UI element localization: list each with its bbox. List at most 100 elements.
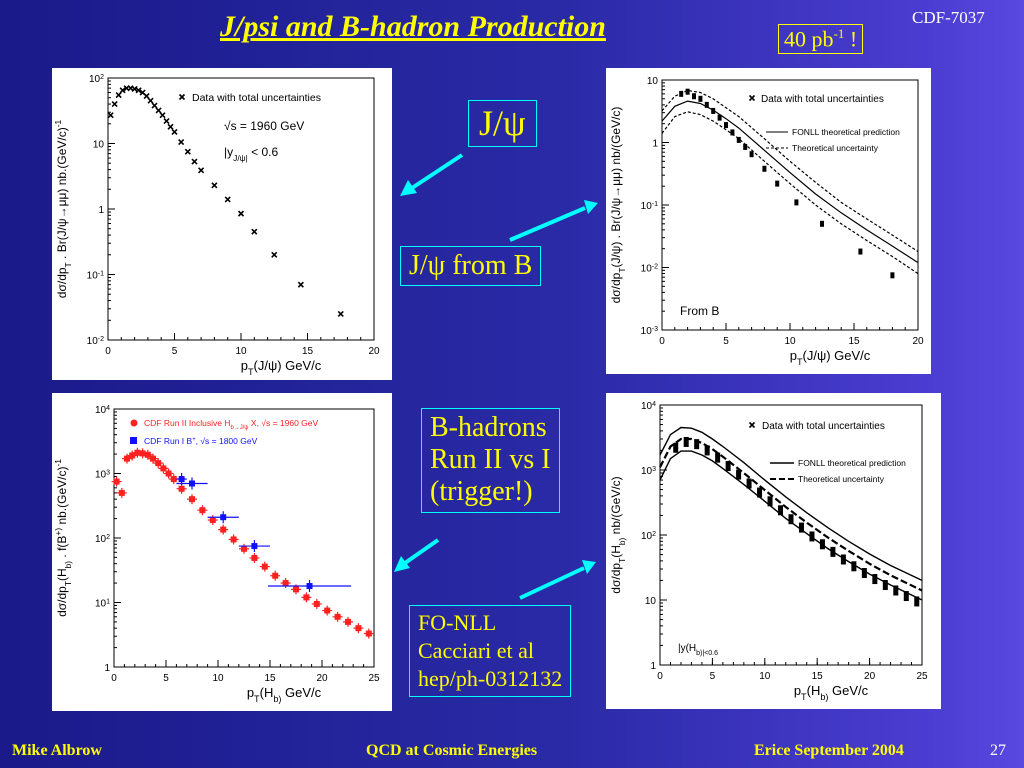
data-point-jpsi — [171, 128, 178, 136]
legend-marker-data — [748, 421, 756, 429]
data-point-jpsi-from-b — [820, 220, 824, 227]
data-point-jpsi — [337, 310, 344, 318]
data-point-bhadron — [788, 514, 794, 525]
data-point-run2 — [220, 526, 227, 533]
data-point-jpsi-from-b — [698, 95, 703, 102]
data-point-bhadron — [715, 452, 721, 463]
y-tick-label: 10-1​ — [641, 201, 658, 213]
legend-entry-uncertainty: Theoretical uncertainty — [792, 143, 879, 153]
y-tick-label: 10-3​ — [641, 326, 658, 338]
callout-bhadrons: B-hadrons Run II vs I (trigger!) — [421, 408, 560, 513]
y-tick-label: 102​ — [95, 534, 110, 546]
data-point-run1 — [189, 480, 195, 487]
plot-frame — [107, 77, 375, 341]
data-point-jpsi — [271, 251, 278, 258]
data-point-jpsi — [147, 97, 154, 104]
fonll-uncertainty-upper — [661, 89, 919, 253]
legend-entry-fonll: FONLL theoretical prediction — [798, 458, 906, 468]
data-point-jpsi-from-b — [736, 136, 741, 143]
data-point-jpsi — [251, 228, 258, 235]
data-point-jpsi — [191, 158, 198, 165]
data-point-run2 — [345, 618, 351, 625]
data-point-bhadron — [683, 436, 689, 447]
legend-marker — [178, 93, 186, 101]
data-point-run2 — [313, 600, 320, 607]
x-tick-label: 10 — [759, 671, 771, 682]
data-point-jpsi — [155, 107, 162, 114]
data-point-jpsi — [184, 148, 191, 155]
data-point-bhadron — [851, 561, 857, 572]
x-axis-label: pT​(J/ψ) GeV/c — [241, 358, 322, 377]
x-tick-label: 10 — [784, 336, 796, 347]
annotation-rapidity-cut: |yJ/ψ|​ < 0.6 — [224, 145, 278, 163]
data-point-bhadron — [736, 469, 742, 480]
x-tick-label: 20 — [368, 346, 380, 357]
data-point-jpsi — [119, 87, 126, 94]
data-point-bhadron — [778, 505, 784, 516]
x-axis-label: pT​(J/ψ) GeV/c — [790, 348, 871, 367]
y-tick-label: 10-1​ — [87, 270, 104, 282]
callout-fonll-line3: hep/ph-0312132 — [418, 666, 563, 692]
data-point-run2 — [144, 451, 151, 458]
data-point-jpsi-from-b — [794, 199, 799, 206]
data-point-jpsi — [111, 100, 118, 108]
data-point-jpsi-from-b — [890, 272, 895, 279]
data-point-bhadron — [914, 596, 920, 607]
data-point-bhadron — [861, 568, 867, 579]
data-point-run2 — [209, 517, 216, 524]
data-point-jpsi-from-b — [775, 180, 780, 187]
data-point-jpsi — [135, 87, 142, 94]
arrow-to-jpsi-plot-head — [400, 180, 417, 196]
x-tick-label: 25 — [368, 673, 380, 684]
annotation-rapidity-cut: |y(Hb)|<0.6​ — [678, 643, 718, 657]
data-point-jpsi — [211, 182, 218, 189]
luminosity-base: 40 pb — [784, 26, 834, 52]
data-point-bhadron — [809, 531, 815, 542]
footer-venue: Erice September 2004 — [754, 742, 904, 759]
callout-fonll-line1: FO-NLL — [418, 610, 497, 635]
y-tick-label: 10-2​ — [641, 263, 658, 275]
y-tick-label: 10-2​ — [87, 336, 104, 348]
data-point-run2 — [113, 478, 120, 485]
arrow-to-bhadron-plot — [403, 538, 440, 565]
x-tick-label: 0 — [657, 671, 663, 682]
plot-frame — [113, 408, 375, 668]
data-point-jpsi — [131, 85, 138, 93]
plot-bhadron-fonll: 0 5 10 15 20 25 1 10 102​ 103​ 104​ pT​(Hb)​ GeV/c d… — [606, 393, 941, 709]
slide-title: J/psi and B-hadron Production — [220, 10, 606, 43]
data-point-bhadron — [673, 442, 679, 453]
data-point-run2 — [178, 485, 185, 492]
data-point-run2 — [365, 630, 372, 637]
x-tick-label: 10 — [212, 673, 224, 684]
data-point-run2 — [251, 554, 258, 561]
fonll-prediction-curve — [661, 100, 919, 264]
legend-marker-run2 — [130, 419, 138, 427]
data-point-run2 — [303, 594, 310, 601]
y-tick-label: 104​ — [641, 401, 656, 413]
data-point-run2 — [355, 625, 362, 632]
data-point-jpsi-from-b — [762, 165, 767, 172]
document-id: CDF-7037 — [912, 8, 985, 27]
callout-fonll-line2: Cacciari et al — [418, 638, 535, 664]
data-point-jpsi — [115, 91, 122, 99]
y-tick-label: 104​ — [95, 405, 110, 417]
data-point-bhadron — [694, 439, 700, 450]
annotation-from-b: From B — [680, 304, 719, 318]
plot-bhadron-run2-vs-run1: 0 5 10 15 20 25 1 101​ 102​ 103​ 104​ pT​(Hb)​ GeV/… — [52, 393, 392, 711]
y-axis-label: dσ/dpT​ . Br(J/ψ→μμ) nb.(GeV/c)-1​ — [53, 119, 73, 298]
data-point-bhadron — [819, 539, 825, 550]
fonll-uncertainty-lower — [661, 111, 919, 275]
data-point-jpsi — [178, 139, 185, 146]
y-tick-label: 1 — [98, 205, 104, 216]
data-point-run2 — [139, 450, 146, 457]
data-point-run2 — [189, 496, 195, 503]
plot-frame — [661, 79, 919, 331]
x-axis-label: pT​(Hb)​ GeV/c — [247, 685, 322, 704]
x-tick-label: 5 — [163, 673, 169, 684]
data-point-jpsi-from-b — [717, 114, 722, 121]
legend-entry: Data with total uncertainties — [192, 92, 321, 104]
legend-entry-fonll: FONLL theoretical prediction — [792, 127, 900, 137]
data-point-jpsi — [167, 123, 174, 130]
